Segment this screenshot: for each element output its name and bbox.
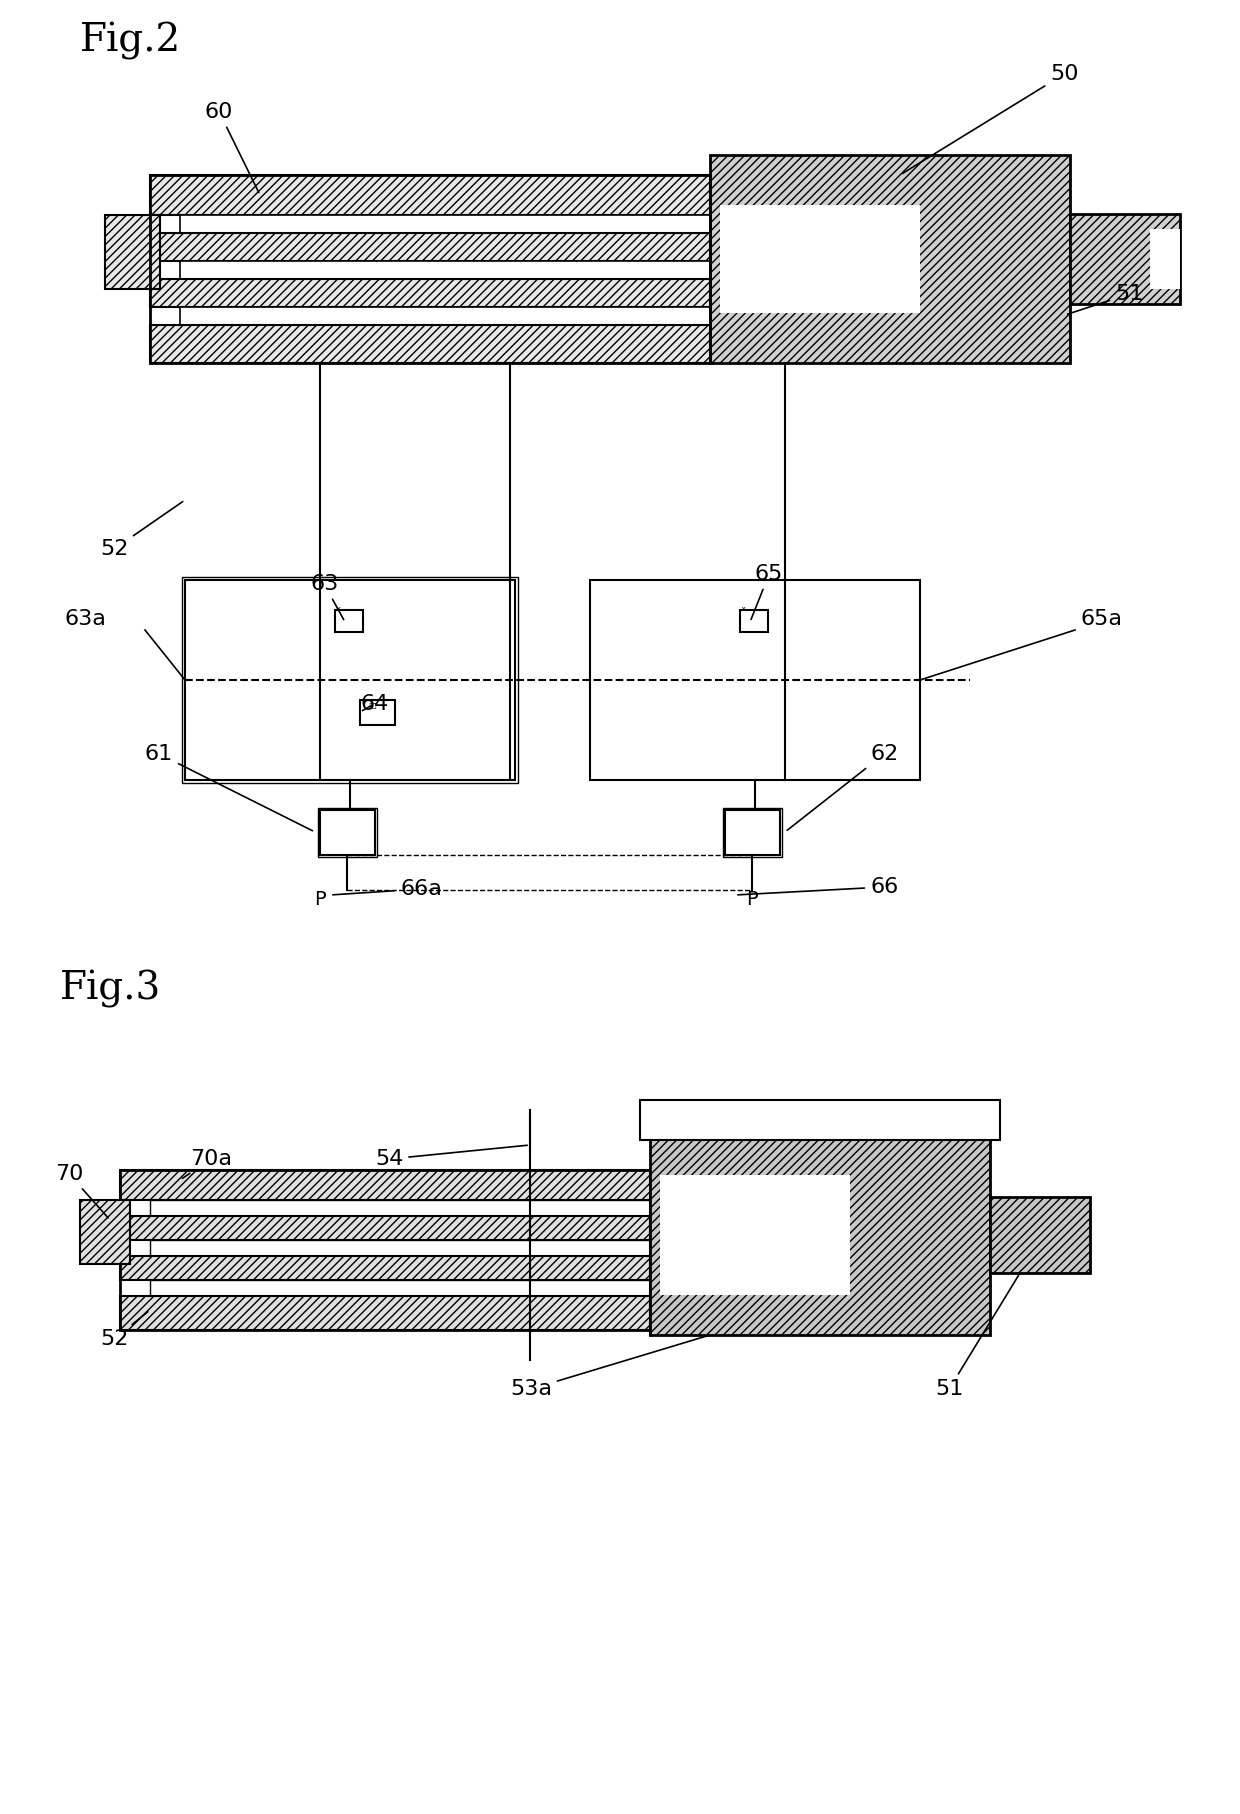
Bar xyxy=(105,216,160,288)
Bar xyxy=(335,610,363,631)
Text: P: P xyxy=(314,891,326,909)
Text: 63: 63 xyxy=(310,573,343,620)
Bar xyxy=(185,580,515,780)
Text: Fig.2: Fig.2 xyxy=(81,22,181,60)
Bar xyxy=(1149,229,1180,288)
Bar xyxy=(120,1295,650,1330)
Bar xyxy=(120,1215,650,1241)
Text: 52: 52 xyxy=(100,502,182,559)
Text: □: □ xyxy=(368,700,376,709)
Text: 64: 64 xyxy=(360,695,388,715)
Bar xyxy=(317,807,377,856)
Bar xyxy=(120,1170,650,1201)
Text: 50: 50 xyxy=(903,63,1079,174)
Bar xyxy=(150,325,711,363)
Bar xyxy=(711,154,1070,363)
Bar xyxy=(640,1099,999,1139)
Text: 62: 62 xyxy=(787,744,898,831)
Text: 63a: 63a xyxy=(64,610,107,629)
Bar xyxy=(720,232,920,314)
Text: P: P xyxy=(746,891,758,909)
Bar xyxy=(180,307,711,325)
Bar xyxy=(180,261,711,279)
Text: 65a: 65a xyxy=(1080,610,1122,629)
Text: 54: 54 xyxy=(374,1145,527,1168)
Bar xyxy=(660,1175,849,1244)
Text: 60: 60 xyxy=(205,102,259,192)
Text: 70a: 70a xyxy=(182,1148,232,1179)
Bar xyxy=(150,279,711,307)
Bar xyxy=(360,700,396,726)
Bar xyxy=(720,205,920,285)
Bar xyxy=(150,1201,650,1215)
Bar xyxy=(660,1224,849,1295)
Bar xyxy=(725,811,780,854)
Bar xyxy=(320,811,374,854)
Bar xyxy=(150,174,711,216)
Bar xyxy=(723,807,782,856)
Bar xyxy=(650,1136,990,1335)
Bar xyxy=(1070,214,1180,305)
Bar xyxy=(150,1281,650,1295)
Text: 66: 66 xyxy=(738,876,898,896)
Text: ˇ: ˇ xyxy=(742,608,746,619)
Bar xyxy=(150,1241,650,1255)
Bar xyxy=(120,1170,650,1330)
Text: 66a: 66a xyxy=(332,880,441,900)
Bar xyxy=(150,232,711,261)
Text: ˇ: ˇ xyxy=(336,608,342,619)
Bar xyxy=(740,610,768,631)
Bar xyxy=(81,1201,130,1264)
Text: 61: 61 xyxy=(145,744,312,831)
Bar xyxy=(120,1255,650,1281)
Text: 70: 70 xyxy=(55,1165,108,1217)
Bar xyxy=(150,174,711,363)
Text: 65: 65 xyxy=(751,564,784,619)
Text: 52: 52 xyxy=(100,1312,148,1350)
Text: 51: 51 xyxy=(935,1275,1018,1399)
Text: Fig.3: Fig.3 xyxy=(60,970,161,1009)
Bar xyxy=(990,1197,1090,1273)
Text: 53a: 53a xyxy=(510,1335,707,1399)
Bar xyxy=(590,580,920,780)
Text: 51: 51 xyxy=(1068,285,1143,314)
Bar xyxy=(180,216,711,232)
Bar xyxy=(182,577,518,784)
